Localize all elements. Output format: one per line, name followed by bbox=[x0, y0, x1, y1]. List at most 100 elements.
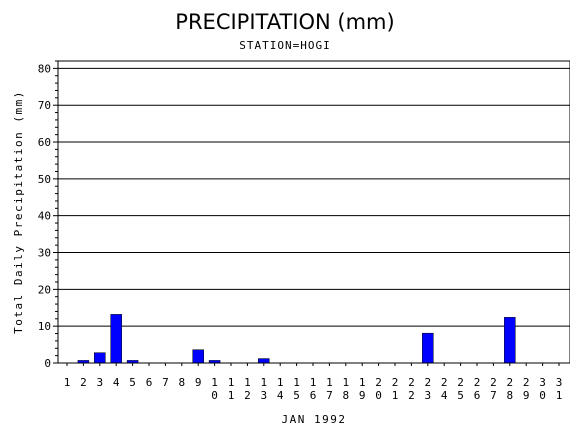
x-tick-digit: 1 bbox=[556, 389, 563, 402]
y-tick-label: 40 bbox=[38, 210, 51, 223]
x-tick-digit: 9 bbox=[359, 389, 366, 402]
x-ticks: 1 2 3 4 5 6 7 8 9 1 01 11 21 31 41 51 61 71 81 92 02 12 22 32 42… bbox=[64, 363, 563, 402]
x-tick-digit: 8 bbox=[178, 376, 185, 389]
x-tick-digit: 5 bbox=[293, 389, 300, 402]
x-tick-digit: 1 bbox=[392, 389, 399, 402]
x-tick-digit: 7 bbox=[162, 376, 169, 389]
x-tick-digit: 2 bbox=[424, 376, 431, 389]
x-tick-label: 5 bbox=[129, 376, 136, 389]
x-tick-digit: 1 bbox=[342, 376, 349, 389]
bar-day-13 bbox=[258, 358, 270, 364]
x-tick-digit: 5 bbox=[457, 389, 464, 402]
y-axis-label: Total Daily Precipitation (mm) bbox=[12, 90, 25, 334]
x-tick-label: 9 bbox=[195, 376, 202, 389]
x-tick-digit: 2 bbox=[457, 376, 464, 389]
y-tick-label: 70 bbox=[38, 99, 51, 112]
y-tick-label: 30 bbox=[38, 247, 51, 260]
x-tick-label: 6 bbox=[146, 376, 153, 389]
x-tick-digit: 4 bbox=[113, 376, 120, 389]
x-tick-digit: 3 bbox=[260, 389, 267, 402]
plot-frame bbox=[57, 60, 570, 364]
x-tick-digit: 9 bbox=[523, 389, 530, 402]
x-tick-digit: 2 bbox=[80, 376, 87, 389]
x-tick-digit: 2 bbox=[408, 376, 415, 389]
x-tick-digit: 0 bbox=[539, 389, 546, 402]
x-tick-digit: 1 bbox=[277, 376, 284, 389]
x-tick-digit: 2 bbox=[490, 376, 497, 389]
y-tick-label: 10 bbox=[38, 320, 51, 333]
x-tick-digit: 0 bbox=[211, 389, 218, 402]
chart-subtitle: STATION=HOGI bbox=[239, 39, 330, 52]
x-tick-label: 4 bbox=[113, 376, 120, 389]
x-tick-digit: 9 bbox=[195, 376, 202, 389]
x-tick-digit: 7 bbox=[326, 389, 333, 402]
y-tick-label: 80 bbox=[38, 62, 51, 75]
x-tick-digit: 3 bbox=[424, 389, 431, 402]
x-tick-digit: 1 bbox=[244, 376, 251, 389]
x-tick-label: 1 bbox=[64, 376, 71, 389]
x-axis-label: JAN 1992 bbox=[282, 413, 347, 426]
bar-day-3 bbox=[94, 352, 106, 364]
x-tick-digit: 1 bbox=[310, 376, 317, 389]
x-tick-digit: 7 bbox=[490, 389, 497, 402]
x-tick-digit: 3 bbox=[539, 376, 546, 389]
y-tick-label: 0 bbox=[44, 357, 51, 370]
x-tick-digit: 2 bbox=[523, 376, 530, 389]
x-tick-label: 3 bbox=[96, 376, 103, 389]
x-tick-digit: 6 bbox=[474, 389, 481, 402]
x-tick-digit: 2 bbox=[244, 389, 251, 402]
x-tick-digit: 3 bbox=[96, 376, 103, 389]
x-tick-digit: 1 bbox=[293, 376, 300, 389]
x-tick-digit: 0 bbox=[375, 389, 382, 402]
x-tick-label: 7 bbox=[162, 376, 169, 389]
x-tick-digit: 4 bbox=[441, 389, 448, 402]
bar-day-4 bbox=[110, 314, 122, 364]
x-tick-digit: 8 bbox=[342, 389, 349, 402]
y-ticks: 0 10 20 30 40 50 60 70 80 bbox=[38, 60, 58, 370]
x-tick-digit: 6 bbox=[146, 376, 153, 389]
x-tick-digit: 1 bbox=[359, 376, 366, 389]
x-tick-digit: 1 bbox=[228, 376, 235, 389]
x-tick-digit: 1 bbox=[326, 376, 333, 389]
x-tick-label: 8 bbox=[178, 376, 185, 389]
x-tick-digit: 1 bbox=[260, 376, 267, 389]
bars bbox=[77, 314, 516, 364]
y-tick-label: 20 bbox=[38, 283, 51, 296]
bar-day-23 bbox=[422, 332, 434, 364]
x-tick-digit: 1 bbox=[211, 376, 218, 389]
chart-title: PRECIPITATION (mm) bbox=[175, 10, 394, 34]
bar-day-9 bbox=[192, 349, 204, 364]
x-tick-digit: 1 bbox=[64, 376, 71, 389]
x-tick-digit: 4 bbox=[277, 389, 284, 402]
x-tick-digit: 5 bbox=[129, 376, 136, 389]
x-tick-digit: 1 bbox=[228, 389, 235, 402]
x-tick-digit: 2 bbox=[506, 376, 513, 389]
grid-lines bbox=[58, 67, 570, 327]
x-tick-digit: 2 bbox=[408, 389, 415, 402]
x-tick-digit: 2 bbox=[392, 376, 399, 389]
x-tick-label: 2 bbox=[80, 376, 87, 389]
x-tick-digit: 8 bbox=[506, 389, 513, 402]
